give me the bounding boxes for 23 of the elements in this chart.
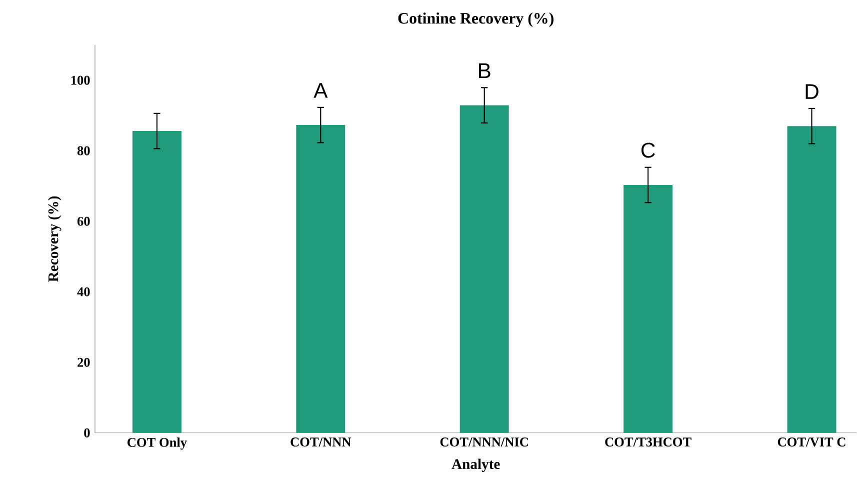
x-axis-title: Analyte xyxy=(452,458,500,472)
y-tick-label: 60 xyxy=(77,216,90,226)
y-tick-label: 80 xyxy=(77,146,90,156)
y-axis-title: Recovery (%) xyxy=(48,196,62,282)
bar xyxy=(132,131,182,433)
annotation: B xyxy=(479,64,490,78)
annotation: A xyxy=(314,83,328,98)
y-tick-label: 100 xyxy=(71,76,90,85)
y-tick-label: 0 xyxy=(84,428,90,438)
bar xyxy=(787,126,836,433)
x-tick-label: COT/T3HCOT xyxy=(605,438,692,447)
y-tick-label: 40 xyxy=(77,287,90,296)
annotation: D xyxy=(806,84,818,99)
x-tick-label: COT/NNN/NIC xyxy=(440,438,528,447)
x-tick-label: COT Only xyxy=(128,438,187,450)
bar xyxy=(624,185,673,433)
x-tick-label: COT/NNN xyxy=(290,438,352,447)
x-tick-label: COT/VIT C xyxy=(778,438,846,447)
bar xyxy=(460,105,509,433)
chart-title: Cotinine Recovery (%) xyxy=(398,12,554,28)
y-tick-label: 20 xyxy=(78,358,90,367)
bar xyxy=(296,125,346,433)
annotation: C xyxy=(641,142,655,158)
